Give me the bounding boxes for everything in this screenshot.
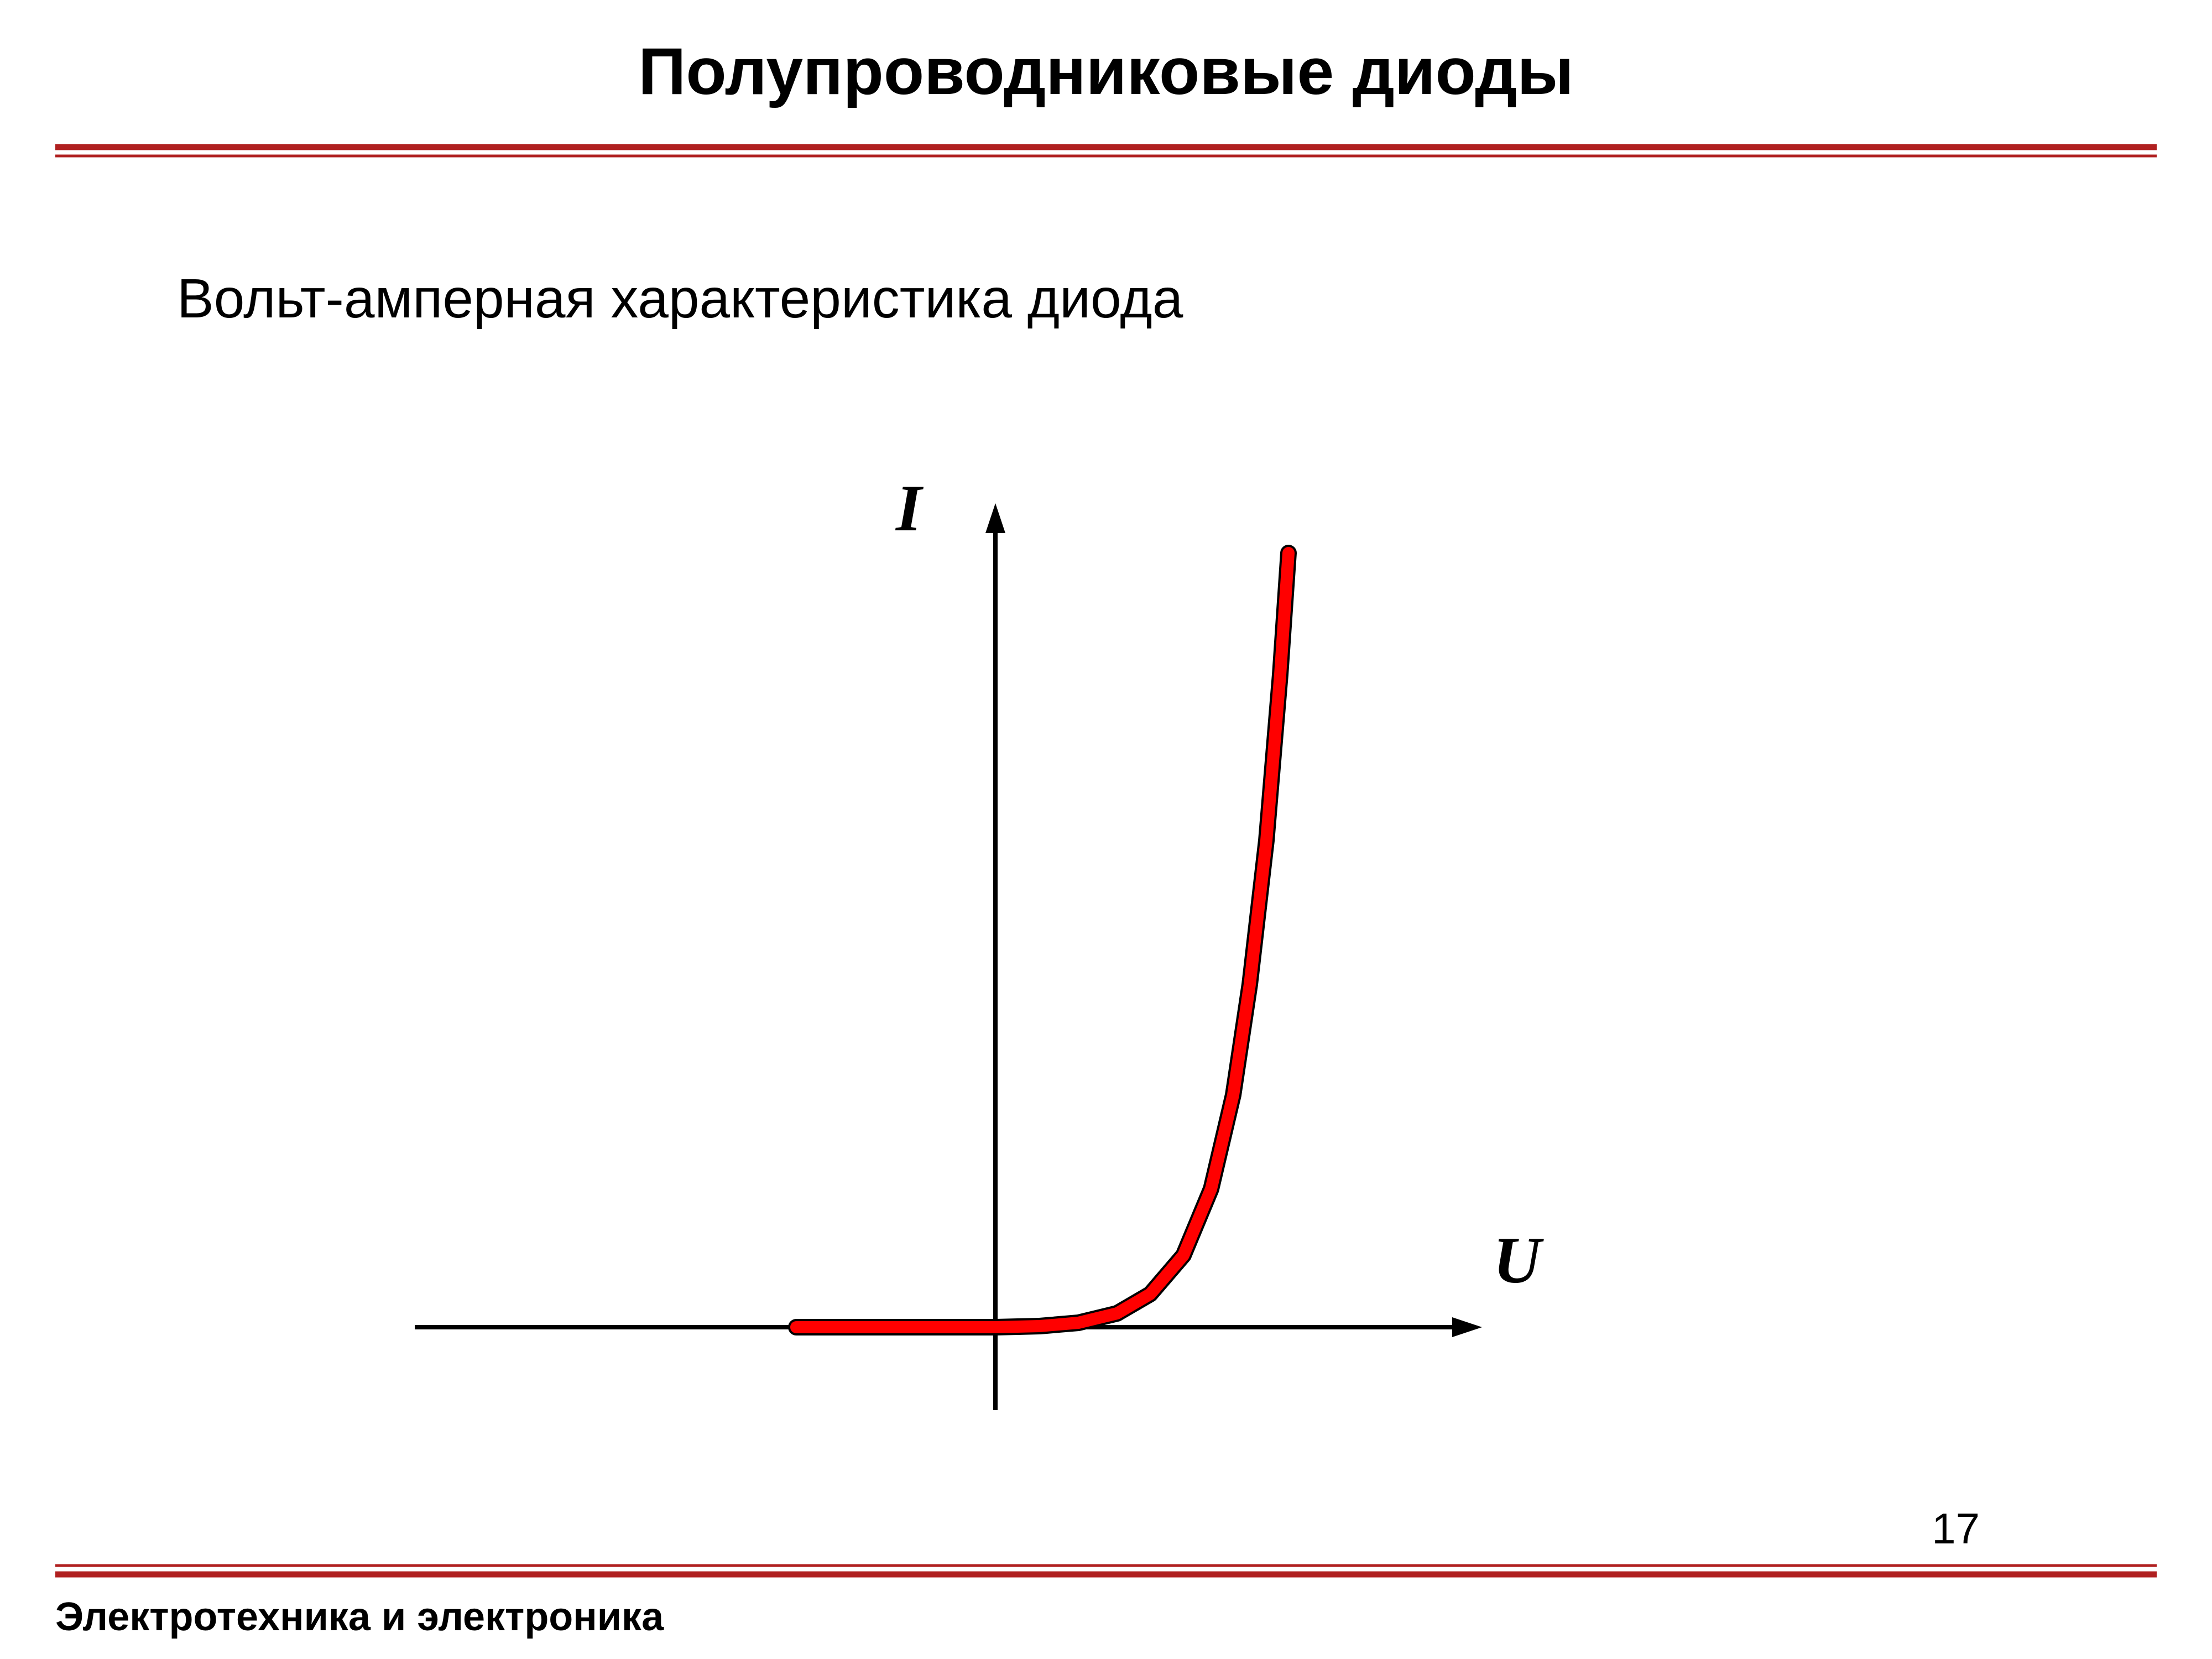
subtitle: Вольт-амперная характеристика диода [177, 267, 2212, 331]
x-axis-label: U [1493, 1222, 1541, 1298]
top-divider [55, 143, 2157, 162]
chart-svg [415, 481, 1631, 1477]
iv-curve-outline [796, 553, 1288, 1327]
x-axis-arrow [1452, 1317, 1482, 1337]
bottom-divider [55, 1562, 2157, 1582]
footer-text: Электротехника и электроника [55, 1594, 664, 1640]
page-title: Полупроводниковые диоды [0, 0, 2212, 109]
y-axis-arrow [985, 503, 1005, 533]
slide: Полупроводниковые диоды Вольт-амперная х… [0, 0, 2212, 1659]
iv-curve [796, 553, 1288, 1327]
y-axis-label: I [896, 470, 922, 546]
iv-chart: I U [415, 481, 1521, 1477]
page-number: 17 [1932, 1504, 1980, 1554]
